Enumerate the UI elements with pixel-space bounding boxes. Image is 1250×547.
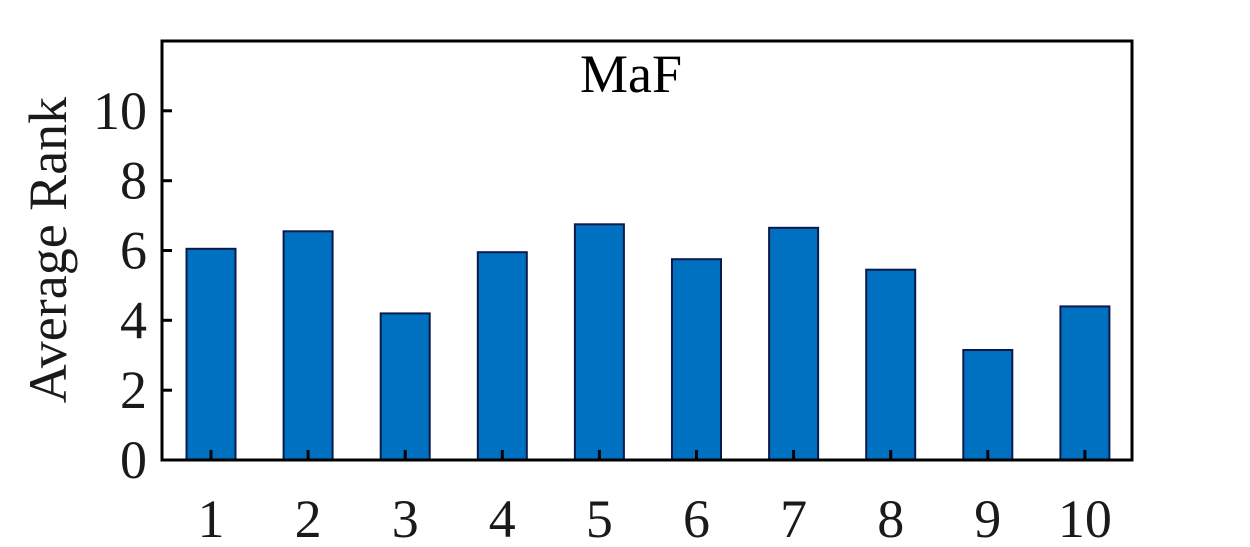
y-ticks-group: 0 2 4 6 8 10 xyxy=(93,81,172,490)
bar-5 xyxy=(573,223,625,461)
x-tick-label-9: 9 xyxy=(974,489,1001,547)
bar-6 xyxy=(671,258,722,462)
x-tick-label-7: 7 xyxy=(780,489,807,547)
bar-10 xyxy=(1059,305,1111,461)
x-ticks-group: 1 2 3 4 5 6 7 8 9 10 xyxy=(198,450,1112,547)
y-axis-label: Average Rank xyxy=(18,97,78,403)
x-tick-label-2: 2 xyxy=(295,489,322,547)
bar-8 xyxy=(865,268,917,462)
x-tick-label-4: 4 xyxy=(489,489,516,547)
bar-7 xyxy=(768,226,820,461)
x-tick-label-5: 5 xyxy=(586,489,613,547)
y-tick-label-8: 8 xyxy=(120,151,147,211)
bar-1 xyxy=(185,247,237,461)
x-tick-label-8: 8 xyxy=(877,489,904,547)
x-tick-label-1: 1 xyxy=(198,489,225,547)
y-tick-label-10: 10 xyxy=(93,81,147,141)
y-tick-label-6: 6 xyxy=(120,221,147,281)
chart-title: MaF xyxy=(580,44,682,104)
y-tick-label-0: 0 xyxy=(120,430,147,490)
bar-4 xyxy=(476,251,528,461)
bars-group xyxy=(185,223,1111,462)
x-tick-label-3: 3 xyxy=(392,489,419,547)
bar-2 xyxy=(282,230,334,461)
bar-3 xyxy=(379,312,431,461)
y-tick-label-2: 2 xyxy=(120,360,147,420)
bar-9 xyxy=(962,349,1014,461)
x-tick-label-6: 6 xyxy=(683,489,710,547)
x-tick-label-10: 10 xyxy=(1058,489,1112,547)
y-tick-label-4: 4 xyxy=(120,290,147,350)
